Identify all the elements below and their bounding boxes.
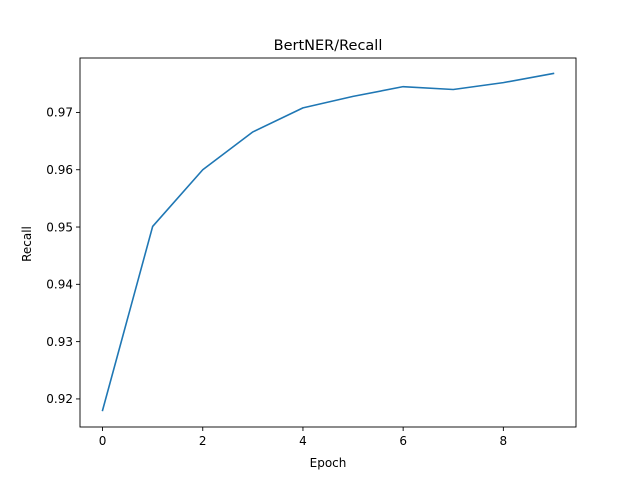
- x-tick-label: 4: [299, 434, 307, 448]
- chart-title: BertNER/Recall: [274, 38, 383, 54]
- series-line-0: [101, 72, 555, 412]
- y-tick-label: 0.95: [46, 220, 73, 234]
- y-tick-label: 0.96: [46, 163, 73, 177]
- y-tick-label: 0.97: [46, 106, 73, 120]
- plot-area: [79, 57, 577, 428]
- x-tick-label: 8: [500, 434, 508, 448]
- x-axis-label: Epoch: [310, 456, 347, 470]
- y-axis-ticks: 0.92 0.93 0.94 0.95 0.96 0.97: [46, 106, 80, 406]
- y-axis-label: Recall: [20, 226, 34, 262]
- x-tick-label: 6: [399, 434, 407, 448]
- y-tick-label: 0.92: [46, 392, 73, 406]
- y-tick-label: 0.94: [46, 278, 73, 292]
- axes-frame: [79, 57, 577, 428]
- x-tick-label: 0: [99, 434, 107, 448]
- x-tick-label: 2: [199, 434, 207, 448]
- x-axis-ticks: 0 2 4 6 8: [99, 427, 507, 448]
- y-tick-label: 0.93: [46, 335, 73, 349]
